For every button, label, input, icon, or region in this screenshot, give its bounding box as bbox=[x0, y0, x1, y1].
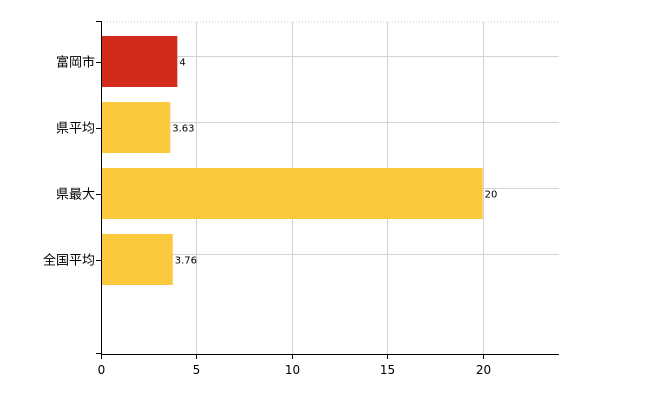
data-label: 3.76 bbox=[175, 256, 197, 267]
labels: 4 富岡市 3.63 県平均 20 県最大 3.76 全国平均 0 5 10 15 20 bbox=[43, 55, 497, 378]
x-tick-label: 0 bbox=[98, 363, 106, 377]
bar bbox=[101, 234, 173, 285]
category-label: 県最大 bbox=[56, 188, 95, 203]
x-tick-label: 10 bbox=[285, 363, 300, 377]
x-tick-label: 20 bbox=[476, 363, 491, 377]
category-label: 全国平均 bbox=[43, 253, 95, 269]
data-label: 3.63 bbox=[172, 124, 194, 135]
data-label: 4 bbox=[179, 58, 185, 69]
data-label: 20 bbox=[485, 190, 498, 201]
bar bbox=[101, 168, 483, 219]
category-label: 富岡市 bbox=[56, 55, 95, 71]
x-tick-label: 5 bbox=[193, 363, 201, 377]
bars bbox=[101, 36, 483, 285]
bar bbox=[101, 102, 171, 153]
bar bbox=[101, 36, 178, 87]
x-tick-label: 15 bbox=[380, 363, 395, 377]
axes bbox=[96, 21, 559, 359]
category-label: 県平均 bbox=[56, 122, 95, 137]
